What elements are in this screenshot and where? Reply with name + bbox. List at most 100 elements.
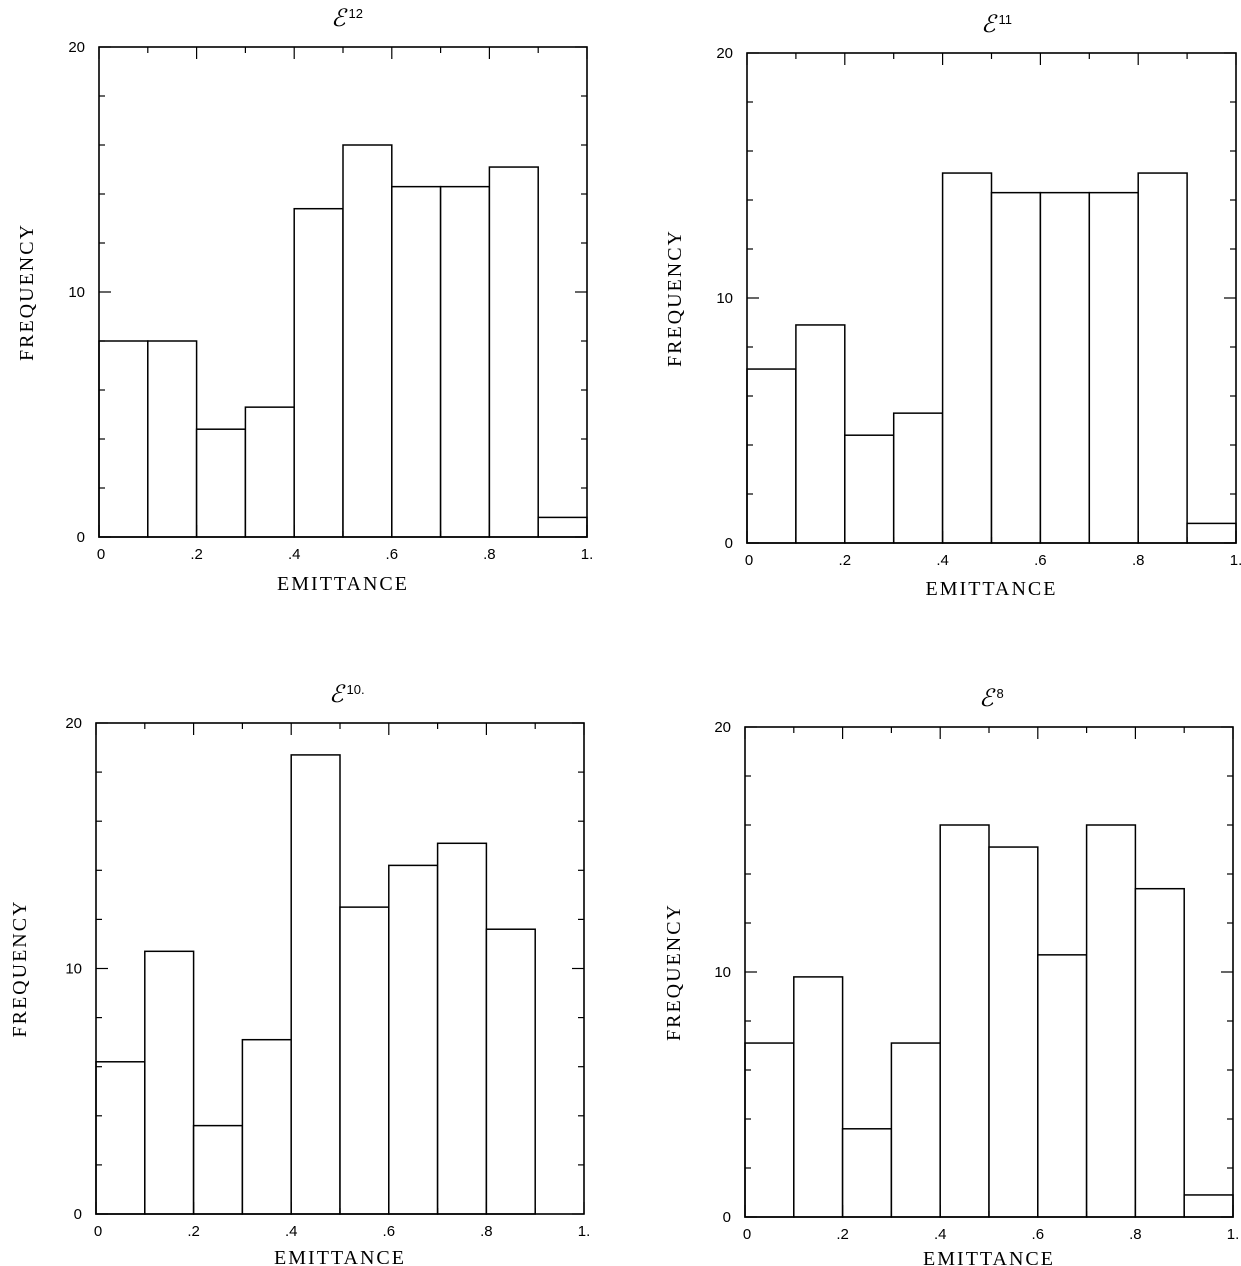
x-tick-label: .4 [934,1226,947,1243]
y-axis-label: FREQUENCY [9,899,31,1037]
chart-title: ℰ 11 [981,12,1012,38]
histogram-bar [988,846,1039,1218]
y-tick-label: 0 [725,535,733,552]
histogram-bar [941,172,993,544]
histogram-bar [746,368,797,544]
y-tick-label: 10 [68,284,85,301]
x-tick-label: .6 [383,1223,396,1240]
histogram-bar [439,185,491,538]
x-tick-label: 0 [745,552,753,569]
title-symbol: ℰ [331,6,348,32]
y-tick-label: 10 [714,964,731,981]
y-tick-label: 0 [77,529,85,546]
x-tick-label: 0 [97,546,105,563]
histogram-bar [744,1042,795,1218]
title-superscript: 11 [999,12,1013,27]
y-tick-label: 20 [68,39,85,56]
histogram-bar [485,928,536,1215]
chart-title: ℰ 10. [329,682,365,708]
x-tick-label: .2 [839,552,852,569]
x-axis-label: EMITTANCE [274,1247,406,1266]
histogram-panel-4: 0 .2 .4 .6 .8 1. 0 10 20 EMITTANCE FREQUENCY ℰ 8 [663,686,1239,1266]
histogram-bar [841,1128,893,1218]
x-tick-label: .8 [1129,1226,1142,1243]
histogram-bar [98,340,149,538]
x-tick-label: .8 [1132,552,1145,569]
histogram-bar [95,1061,146,1215]
title-symbol: ℰ [981,12,998,38]
histogram-bar [144,950,195,1215]
histogram-bar [1039,191,1091,544]
title-superscript: 12 [349,6,363,21]
x-tick-label: .8 [483,546,496,563]
histogram-panel-3: 0 .2 .4 .6 .8 1. 0 10 20 EMITTANCE FREQUENCY ℰ 10. [9,682,590,1266]
x-tick-label: .2 [836,1226,849,1243]
histogram-bar [892,412,944,544]
x-axis-label: EMITTANCE [277,573,409,595]
histogram-bar [342,144,393,538]
histogram-bar [795,324,846,544]
histogram-bar [488,166,539,538]
chart-title: ℰ 12 [331,6,363,32]
title-superscript: 8 [997,686,1004,701]
histogram-bar [1085,824,1137,1218]
histogram-bar [844,434,895,544]
histogram-bar [339,906,390,1215]
title-superscript: 10. [347,682,365,697]
y-tick-label: 20 [65,715,82,732]
x-tick-label: .2 [187,1223,200,1240]
x-axis-label: EMITTANCE [923,1248,1055,1266]
y-axis-label: FREQUENCY [664,229,686,367]
histogram-bar [388,864,439,1215]
histogram-bar [990,191,1042,544]
histogram-bar [793,976,844,1218]
y-tick-label: 10 [716,290,733,307]
x-tick-label: .6 [386,546,399,563]
x-tick-label: 0 [743,1226,751,1243]
histogram-bar [147,340,198,538]
x-tick-label: 1. [1230,552,1241,569]
y-tick-label: 20 [716,45,733,62]
histogram-bar [391,185,442,538]
x-tick-label: .4 [936,552,949,569]
y-axis-label: FREQUENCY [663,903,685,1041]
x-tick-label: .2 [190,546,203,563]
histogram-bar [436,842,488,1215]
histogram-bar [290,754,341,1215]
histogram-bar [241,1038,292,1215]
histogram-bar [1134,887,1185,1218]
histogram-bar [192,1124,244,1215]
x-tick-label: 1. [578,1223,591,1240]
histogram-bar [244,406,295,538]
y-tick-label: 0 [74,1206,82,1223]
histogram-bar [890,1042,941,1218]
histogram-bar [939,824,990,1218]
histogram-bar [1088,191,1139,544]
x-tick-label: .6 [1034,552,1047,569]
x-tick-label: 1. [581,546,594,563]
histogram-bar [1183,1194,1234,1218]
title-symbol: ℰ [979,686,996,712]
y-tick-label: 0 [723,1209,731,1226]
x-axis-label: EMITTANCE [926,578,1058,600]
histogram-bar [1186,522,1237,544]
x-tick-label: .4 [288,546,301,563]
histogram-panel-2: 0 .2 .4 .6 .8 1. 0 10 20 EMITTANCE FREQUENCY ℰ11 [664,12,1241,600]
histogram-bar [1137,172,1188,544]
x-tick-label: 0 [94,1223,102,1240]
histogram-bar [537,516,588,538]
y-axis-label: FREQUENCY [16,223,38,361]
histogram-bar [1037,954,1088,1218]
histogram-panel-1: 0 .2 .4 .6 .8 1. 0 10 20 EMITTANCE FREQUENCY ℰ 12 [16,6,593,595]
x-tick-label: .4 [285,1223,298,1240]
x-tick-label: .6 [1032,1226,1045,1243]
x-tick-label: 1. [1227,1226,1240,1243]
y-tick-label: 20 [714,719,731,736]
histogram-bar [195,428,247,538]
x-tick-label: .8 [480,1223,493,1240]
title-symbol: ℰ [329,682,346,708]
histogram-bar [293,207,344,538]
y-tick-label: 10 [65,961,82,978]
